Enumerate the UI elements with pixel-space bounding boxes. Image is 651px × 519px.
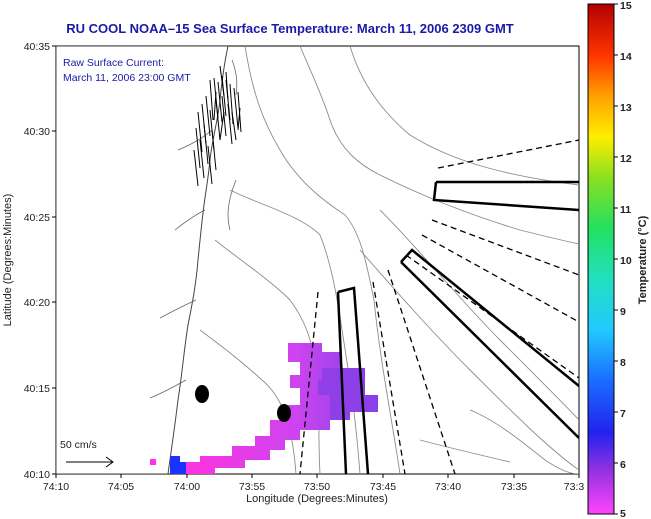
scale-arrow bbox=[66, 456, 114, 468]
x-tick-label: 73:40 bbox=[435, 481, 461, 493]
y-axis-label: Latitude (Degrees:Minutes) bbox=[2, 194, 14, 327]
sampling-boxes bbox=[336, 180, 579, 474]
map-title: RU COOL NOAA–15 Sea Surface Temperature:… bbox=[66, 21, 514, 36]
marker-ellipse-1 bbox=[195, 385, 209, 403]
current-vectors bbox=[193, 65, 242, 187]
x-tick-label: 74:05 bbox=[108, 481, 134, 493]
y-tick-label: 40:30 bbox=[24, 126, 50, 138]
current-annotation-line2: March 11, 2006 23:00 GMT bbox=[63, 72, 191, 84]
coastline-detail bbox=[149, 59, 238, 399]
y-tick-label: 40:35 bbox=[24, 41, 50, 53]
colorbar-tick: 13 bbox=[620, 102, 632, 114]
colorbar-tick: 6 bbox=[620, 459, 626, 471]
colorbar-tick: 5 bbox=[620, 508, 626, 519]
y-tick-label: 40:25 bbox=[24, 212, 50, 224]
y-tick-label: 40:20 bbox=[24, 297, 50, 309]
scale-label: 50 cm/s bbox=[60, 439, 97, 451]
y-tick-label: 40:15 bbox=[24, 383, 50, 395]
y-tick-label: 40:10 bbox=[24, 469, 50, 481]
land-mass bbox=[56, 46, 229, 474]
colorbar-tick: 14 bbox=[620, 51, 632, 63]
x-tick-label: 73:35 bbox=[501, 481, 527, 493]
y-axis: 40:35 40:30 40:25 40:20 40:15 40:10 Lati… bbox=[2, 41, 56, 481]
x-tick-label: 74:00 bbox=[174, 481, 200, 493]
colorbar-tick: 7 bbox=[620, 408, 626, 420]
colorbar: 15 14 13 12 11 10 9 8 7 6 5 Temperature … bbox=[587, 0, 649, 519]
x-tick-label: 73:55 bbox=[239, 481, 265, 493]
colorbar-label: Temperature (°C) bbox=[637, 215, 649, 304]
x-tick-label: 74:10 bbox=[43, 481, 69, 493]
colorbar-tick: 10 bbox=[620, 255, 632, 267]
colorbar-tick: 12 bbox=[620, 153, 632, 165]
colorbar-tick: 11 bbox=[620, 204, 631, 216]
x-axis: 74:10 74:05 74:00 73:55 73:50 73:45 73:4… bbox=[43, 474, 585, 505]
current-annotation-line1: Raw Surface Current: bbox=[63, 57, 164, 69]
colorbar-tick: 15 bbox=[620, 0, 632, 12]
x-tick-label: 73:45 bbox=[370, 481, 396, 493]
x-axis-label: Longitude (Degrees:Minutes) bbox=[246, 493, 388, 505]
x-tick-label: 73:3 bbox=[564, 481, 585, 493]
radial-dashed-lines bbox=[299, 139, 579, 474]
x-tick-label: 73:50 bbox=[304, 481, 330, 493]
colorbar-tick: 9 bbox=[620, 306, 626, 318]
marker-ellipse-2 bbox=[277, 404, 291, 422]
colorbar-tick: 8 bbox=[620, 357, 626, 369]
